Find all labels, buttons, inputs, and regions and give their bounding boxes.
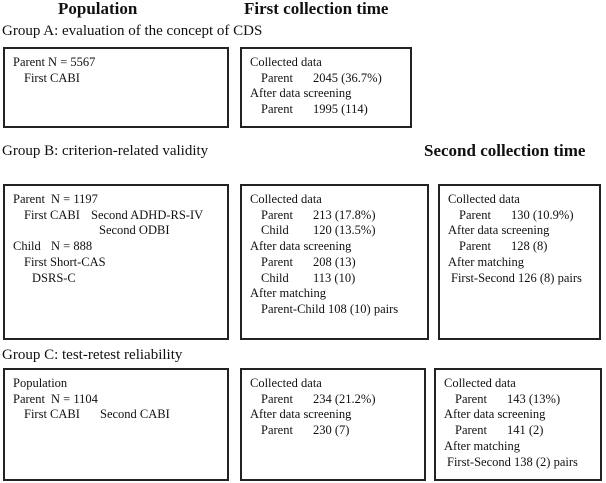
group-c-second-box: Collected data Parent 143 (13%) After dat… xyxy=(434,368,602,481)
group-a-title: Group A: evaluation of the concept of CD… xyxy=(2,23,263,39)
collected-data-label: Collected data xyxy=(448,192,520,206)
collected-data-label: Collected data xyxy=(250,55,322,69)
after-screening-label: After data screening xyxy=(250,86,352,101)
parent-n: N = 1104 xyxy=(51,391,98,406)
parent-value: 2045 (36.7%) xyxy=(313,70,382,85)
child-label: Child xyxy=(13,239,41,254)
parent-label: Parent xyxy=(459,239,491,254)
population-label: Population xyxy=(13,376,68,390)
parent-label: Parent xyxy=(459,207,491,222)
second-adhd-label: Second ADHD-RS-IV xyxy=(91,207,204,222)
group-a-population-box: Parent N = 5567 First CABI xyxy=(3,47,229,128)
parent-label: Parent xyxy=(455,423,487,438)
parent-collected-row: Parent 213 (17.8%) xyxy=(250,208,427,224)
parent-label: Parent xyxy=(13,192,45,206)
parent-value: 230 (7) xyxy=(313,423,350,438)
parent-label: Parent xyxy=(261,102,293,117)
group-b-population-box: Parent N = 1197 First CABI Second ADHD-RS-… xyxy=(3,184,229,340)
group-a-first-box: Collected data Parent 2045 (36.7%) After … xyxy=(240,47,412,128)
parent-collected-row: Parent 143 (13%) xyxy=(444,392,600,408)
first-collection-header: First collection time xyxy=(244,0,389,18)
group-b-second-box: Collected data Parent 130 (10.9%) After d… xyxy=(438,184,601,340)
first-cabi-label: First CABI xyxy=(24,407,80,422)
parent-collected-row: Parent 130 (10.9%) xyxy=(448,208,599,224)
parent-label: Parent xyxy=(261,207,293,222)
matching-value: First-Second 126 (8) pairs xyxy=(451,270,582,285)
second-collection-header: Second collection time xyxy=(424,141,586,160)
parent-value: 234 (21.2%) xyxy=(313,391,376,406)
parent-value: 128 (8) xyxy=(511,239,548,254)
child-label: Child xyxy=(261,223,289,238)
parent-screened-row: Parent 128 (8) xyxy=(448,239,599,255)
parent-screened-row: Parent 230 (7) xyxy=(250,423,424,439)
after-matching-label: After matching xyxy=(448,254,525,269)
collected-data-label: Collected data xyxy=(250,376,322,390)
parent-n-row: Parent N = 1104 xyxy=(13,392,227,408)
after-screening-label: After data screening xyxy=(448,223,550,238)
collected-data-label: Collected data xyxy=(250,192,322,206)
first-short-cas-label: First Short-CAS xyxy=(24,254,106,269)
child-label: Child xyxy=(261,270,289,285)
parent-n-row: Parent N = 1197 xyxy=(13,192,227,208)
parent-value: 1995 (114) xyxy=(313,102,368,117)
parent-value: 130 (10.9%) xyxy=(511,207,574,222)
parent-value: 141 (2) xyxy=(507,423,544,438)
parent-value: 208 (13) xyxy=(313,254,356,269)
parent-label: Parent xyxy=(13,391,45,406)
second-odbi-label: Second ODBI xyxy=(99,223,170,238)
child-value: 113 (10) xyxy=(313,270,356,285)
parent-label: Parent xyxy=(261,391,293,406)
matching-value: Parent-Child 108 (10) pairs xyxy=(261,301,399,316)
child-screened-row: Child 113 (10) xyxy=(250,271,427,287)
parent-instruments-row: First CABI Second ADHD-RS-IV xyxy=(13,208,227,224)
group-a-first-cabi: First CABI xyxy=(24,70,80,85)
after-screening-label: After data screening xyxy=(250,239,352,254)
parent-collected-row: Parent 2045 (36.7%) xyxy=(250,71,410,87)
child-value: 120 (13.5%) xyxy=(313,223,376,238)
second-cabi-label: Second CABI xyxy=(100,407,170,422)
after-screening-label: After data screening xyxy=(444,407,546,422)
after-matching-label: After matching xyxy=(250,286,327,301)
parent-label: Parent xyxy=(261,423,293,438)
parent-screened-row: Parent 1995 (114) xyxy=(250,102,410,118)
parent-screened-row: Parent 208 (13) xyxy=(250,255,427,271)
parent-value: 143 (13%) xyxy=(507,391,561,406)
after-screening-label: After data screening xyxy=(250,407,352,422)
parent-n: N = 1197 xyxy=(51,192,98,206)
group-a-parent-n: Parent N = 5567 xyxy=(13,55,96,69)
collected-data-label: Collected data xyxy=(444,376,516,390)
after-matching-label: After matching xyxy=(444,438,521,453)
matching-value: First-Second 138 (2) pairs xyxy=(447,454,578,469)
group-b-title: Group B: criterion-related validity xyxy=(2,143,209,159)
group-c-first-box: Collected data Parent 234 (21.2%) After d… xyxy=(240,368,426,481)
group-c-title: Group C: test-retest reliability xyxy=(2,347,183,363)
child-n-row: Child N = 888 xyxy=(13,239,227,255)
parent-value: 213 (17.8%) xyxy=(313,207,376,222)
parent-label: Parent xyxy=(261,70,293,85)
child-n: N = 888 xyxy=(51,239,93,254)
parent-label: Parent xyxy=(455,391,487,406)
dsrs-c-label: DSRS-C xyxy=(32,270,76,285)
first-cabi-label: First CABI xyxy=(24,207,80,222)
parent-collected-row: Parent 234 (21.2%) xyxy=(250,392,424,408)
parent-label: Parent xyxy=(261,254,293,269)
child-collected-row: Child 120 (13.5%) xyxy=(250,223,427,239)
population-header: Population xyxy=(58,0,138,18)
parent-screened-row: Parent 141 (2) xyxy=(444,423,600,439)
group-b-first-box: Collected data Parent 213 (17.8%) Child 12… xyxy=(240,184,429,340)
group-c-population-box: Population Parent N = 1104 First CABI Seco… xyxy=(3,368,229,481)
instruments-row: First CABI Second CABI xyxy=(13,407,227,423)
